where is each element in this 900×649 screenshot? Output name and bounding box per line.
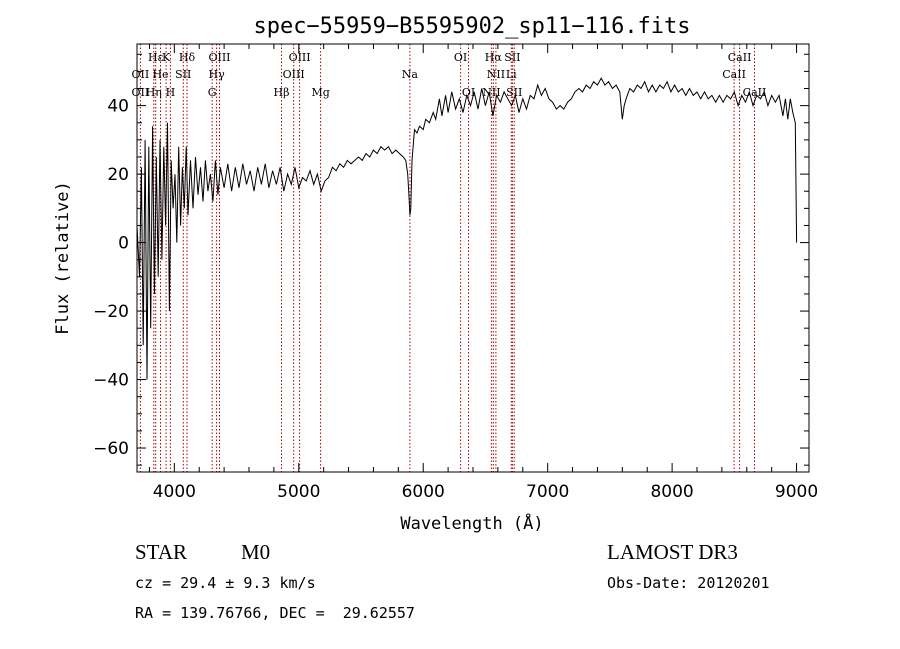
line-label-12: Hγ — [209, 68, 226, 81]
line-label-27: CaII — [743, 86, 767, 99]
y-tick-label: −40 — [93, 371, 129, 391]
line-label-26: SII — [506, 86, 522, 99]
line-label-13: OIII — [283, 68, 305, 81]
x-axis-ticks: 4000 5000 6000 7000 8000 9000 — [148, 44, 818, 502]
y-tick-label: 0 — [118, 234, 129, 254]
line-label-15: NII — [487, 68, 505, 81]
line-label-21: G — [208, 86, 217, 99]
line-label-4: OIII — [289, 51, 311, 64]
flux-series-line — [136, 77, 798, 380]
line-label-6: Hα — [485, 51, 503, 64]
object-class: STAR — [135, 540, 187, 564]
y-axis-ticks: −60 −40 −20 0 20 40 — [93, 53, 809, 466]
line-label-2: Hδ — [179, 51, 196, 64]
line-label-24: OI — [462, 86, 475, 99]
x-tick-label: 4000 — [153, 482, 196, 502]
x-tick-label: 6000 — [402, 482, 445, 502]
obs-date: Obs-Date: 20120201 — [607, 574, 770, 592]
x-tick-label: 5000 — [277, 482, 320, 502]
line-label-0: Hε — [148, 51, 164, 64]
line-label-8: CaII — [728, 51, 752, 64]
object-subclass: M0 — [241, 540, 271, 564]
ra-dec: RA = 139.76766, DEC = 29.62557 — [135, 604, 415, 622]
x-tick-label: 7000 — [526, 482, 569, 502]
line-label-19: Hη — [146, 86, 162, 99]
y-tick-label: −60 — [93, 439, 129, 459]
line-label-9: OII — [132, 68, 150, 81]
x-tick-label: 9000 — [775, 482, 818, 502]
y-tick-label: 20 — [107, 165, 129, 185]
line-label-17: CaII — [722, 68, 746, 81]
line-label-22: Hβ — [274, 86, 290, 99]
x-axis-label: Wavelength (Å) — [400, 512, 543, 534]
line-label-7: SII — [504, 51, 520, 64]
line-label-11: SII — [175, 68, 191, 81]
line-label-14: Na — [402, 68, 419, 81]
line-label-1: K — [162, 51, 171, 64]
survey-name: LAMOST DR3 — [607, 540, 738, 564]
line-label-5: OI — [454, 51, 467, 64]
plot-frame — [136, 43, 810, 473]
x-tick-label: 8000 — [650, 482, 693, 502]
y-axis-label: Flux (relative) — [53, 181, 73, 335]
line-label-25: NII — [482, 86, 500, 99]
chart-title: spec−55959−B5595902_sp11−116.fits — [253, 14, 690, 39]
line-label-3: OIII — [208, 51, 230, 64]
line-label-16: Li — [506, 68, 517, 81]
line-label-20: H — [166, 86, 176, 99]
line-markers — [139, 44, 755, 472]
line-label-18: OII — [132, 86, 150, 99]
line-label-23: Mg — [311, 86, 329, 99]
y-tick-label: −20 — [93, 302, 129, 322]
line-label-10: He — [152, 68, 168, 81]
y-tick-label: 40 — [107, 97, 129, 117]
redshift-cz: cz = 29.4 ± 9.3 km/s — [135, 574, 316, 592]
